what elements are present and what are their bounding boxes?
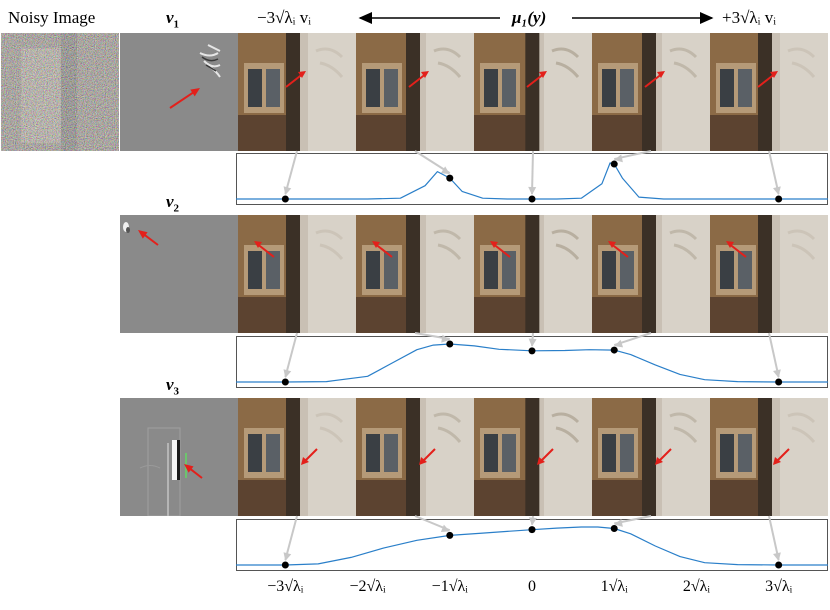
noisy-image [1,33,119,151]
connector-arrowhead [283,369,292,378]
density-curve-3 [236,526,828,566]
x-tick-label: 0 [528,578,536,595]
sample-point [281,378,289,386]
top-axis-arrows [358,12,714,24]
connector-arrowhead [283,186,292,195]
scene-image-row2-col1 [238,215,356,333]
x-tick-label: −2√λᵢ [349,578,386,595]
v3-eigenvector-image [120,398,238,516]
x-tick-label: 1√λᵢ [600,578,628,595]
sample-point [528,526,536,534]
red-arrow-icon [655,448,672,465]
scene-image-row3-col2 [356,398,474,516]
v2-label: v2 [166,192,179,214]
connector-line [768,515,780,561]
sample-point [281,195,289,203]
connector-line [531,150,534,195]
red-arrow-icon [490,241,511,258]
sample-point [775,561,783,569]
connector-arrowhead [773,369,781,378]
sample-point [446,174,454,182]
connector-line [768,150,780,195]
sample-point [610,160,618,168]
connector-arrowhead [614,154,623,163]
red-arrow-icon [372,241,393,258]
sample-point [610,525,618,533]
sample-point [446,340,454,348]
scene-image-row1-col3 [474,33,592,151]
connector-arrowhead [614,518,623,527]
red-arrow-icon [726,241,747,258]
red-arrow-icon [419,448,436,465]
v3-label: v3 [166,375,179,397]
v1-label: v1 [166,8,179,30]
v2-label-sub: 2 [173,202,180,215]
connector-arrowhead [283,552,292,561]
scene-image-row1-col2 [356,33,474,151]
sample-point [610,346,618,354]
red-arrow-icon [757,71,778,88]
connector-arrowhead [773,552,781,561]
top-right-label: +3√λᵢ vᵢ [722,8,776,27]
red-arrow-icon [773,448,790,465]
connector-arrowhead [773,186,781,195]
red-arrow-icon [608,241,629,258]
x-tick-label: 3√λᵢ [765,578,793,595]
scene-image-row3-col3 [474,398,592,516]
v3-label-sub: 3 [173,385,180,398]
x-tick-label: −1√λᵢ [431,578,468,595]
v2-eigenvector-image [120,215,238,333]
connector-line [768,332,780,378]
red-arrow-icon [408,71,429,88]
scene-image-row2-col2 [356,215,474,333]
scene-image-row3-col4 [592,398,710,516]
density-curve-1 [236,162,828,200]
red-arrow-icon [285,71,306,88]
scene-image-row2-col3 [474,215,592,333]
red-arrow-icon [138,230,159,246]
top-mid-label: μ₁(y) [512,8,547,27]
noisy-image-label: Noisy Image [8,8,96,27]
red-arrow-icon [301,448,318,465]
connector-arrowhead [440,524,450,533]
red-arrow-icon [526,71,547,88]
top-left-label: −3√λᵢ vᵢ [257,8,311,27]
connector-line [284,150,298,195]
scene-image-row1-col1 [238,33,356,151]
scene-image-row2-col5 [710,215,828,333]
v1-label-sub: 1 [173,18,180,31]
red-arrow-icon [184,464,203,479]
connector-arrowhead [440,166,450,175]
v2-label-text: v [166,192,174,211]
scene-image-row1-col4 [592,33,710,151]
scene-image-row3-col1 [238,398,356,516]
scene-image-row1-col5 [710,33,828,151]
x-tick-label: −3√λᵢ [267,578,304,595]
sample-point [775,195,783,203]
scene-image-row2-col4 [592,215,710,333]
v1-eigenvector-image [120,33,238,151]
sample-point [446,531,454,539]
v1-label-text: v [166,8,174,27]
sample-point [528,347,536,355]
sample-point [281,561,289,569]
red-arrow-icon [169,88,200,109]
red-arrow-icon [537,448,554,465]
connector-arrowhead [528,186,537,195]
connector-arrowhead [441,334,450,343]
x-tick-label: 2√λᵢ [682,578,711,595]
sample-point [775,378,783,386]
sample-point [528,195,536,203]
scene-image-row3-col5 [710,398,828,516]
connector-line [284,515,298,561]
connector-line [284,332,298,378]
v3-label-text: v [166,375,174,394]
connector-arrowhead [528,517,537,526]
red-arrow-icon [254,241,275,258]
red-arrow-icon [644,71,665,88]
connector-arrowhead [528,338,537,347]
connector-arrowhead [614,339,624,348]
